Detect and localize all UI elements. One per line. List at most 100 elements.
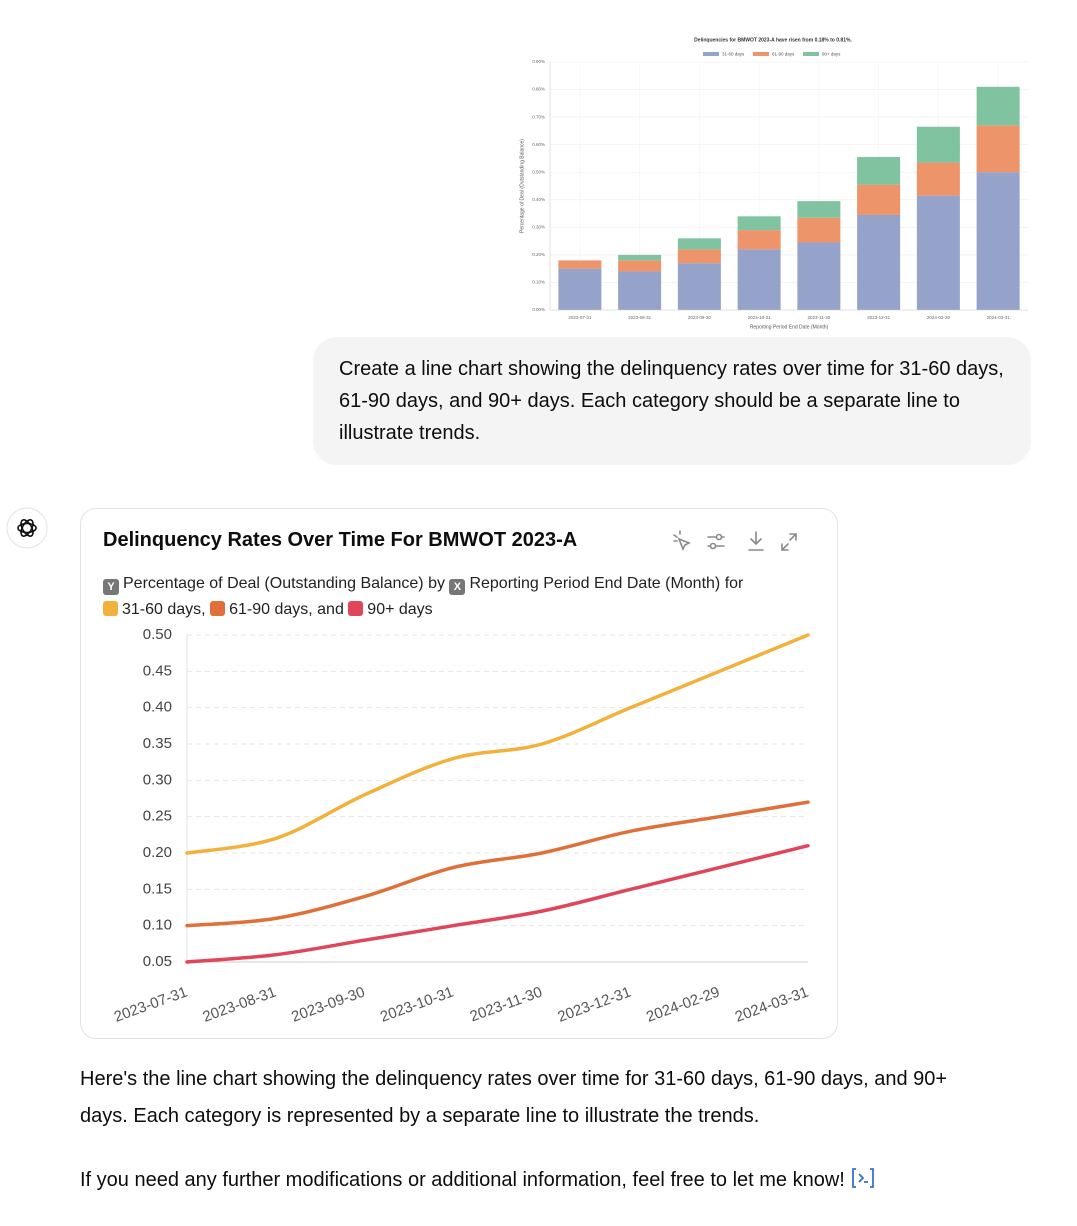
paragraph-text: If you need any further modifications or…	[80, 1169, 845, 1191]
image-y-label: Percentage of Deal (Outstanding Balance)	[519, 139, 525, 233]
x-tick-label: 2023-09-30	[688, 315, 712, 320]
assistant-message: Here's the line chart showing the delinq…	[80, 1061, 1000, 1226]
x-badge: X	[449, 579, 466, 595]
y-tick-label: 0.10	[143, 917, 172, 934]
legend-swatch	[803, 52, 819, 56]
y-tick-label: 0.40%	[532, 197, 545, 202]
attached-image[interactable]: Delinquencies for BMWOT 2023-A have rise…	[515, 30, 1030, 332]
bar-segment	[797, 217, 841, 243]
x-tick-label: 2023-07-31	[568, 315, 592, 320]
x-tick-label: 2023-12-31	[555, 984, 633, 1026]
settings-icon[interactable]	[707, 533, 725, 550]
bar-segment	[916, 126, 960, 163]
bar-segment	[618, 271, 662, 310]
user-message: Create a line chart showing the delinque…	[313, 337, 1031, 465]
x-tick-label: 2024-02-29	[927, 315, 951, 320]
y-tick-label: 0.80%	[532, 87, 545, 92]
y-tick-label: 0.90%	[532, 59, 545, 64]
legend-label: 90+ days	[822, 52, 841, 57]
legend-label: 31-60 days	[722, 52, 745, 57]
bar-segment	[677, 263, 721, 310]
bar-segment	[558, 268, 602, 310]
y-tick-label: 0.30	[143, 771, 172, 788]
x-tick-label: 2023-07-31	[112, 984, 190, 1026]
image-title: Delinquencies for BMWOT 2023-A have rise…	[694, 37, 852, 43]
bar-segment	[618, 260, 662, 272]
bar-segment	[677, 238, 721, 250]
bar-segment	[976, 86, 1020, 126]
y-tick-label: 0.40	[143, 699, 172, 716]
x-tick-label: 2024-02-29	[644, 984, 722, 1026]
bar-segment	[677, 249, 721, 264]
legend-separator: , and	[308, 601, 344, 618]
toolbar	[673, 530, 797, 551]
x-tick-label: 2024-03-31	[733, 984, 811, 1026]
bar-segment	[737, 249, 781, 310]
x-tick-label: 2024-03-31	[987, 315, 1011, 320]
select-icon[interactable]	[673, 530, 691, 551]
chart-card: 0.05 0.10 0.15 0.20 0.25 0.30 0.35 0.40 0.45 0.50…	[80, 508, 838, 1039]
x-tick-label: 2023-12-31	[867, 315, 891, 320]
line-chart: 0.05 0.10 0.15 0.20 0.25 0.30 0.35 0.40 0.45 0.50…	[112, 626, 811, 1026]
y-tick-label: 0.00%	[532, 307, 545, 312]
bar-segment	[976, 125, 1020, 173]
y-tick-label: 0.50	[143, 626, 172, 643]
bar-segment	[857, 214, 901, 310]
bar-segment	[618, 254, 662, 261]
chart-subtitle: Y Percentage of Deal (Outstanding Balance…	[103, 571, 823, 623]
x-tick-label: 2023-08-31	[201, 984, 279, 1026]
y-tick-label: 0.70%	[532, 114, 545, 119]
y-label: Percentage of Deal (Outstanding Balance)	[123, 575, 424, 592]
bar-segment	[916, 162, 960, 196]
y-tick-label: 0.10%	[532, 280, 545, 285]
y-tick-label: 0.60%	[532, 142, 545, 147]
legend-label: 61-90 days	[772, 52, 795, 57]
x-tick-label: 2023-11-30	[468, 984, 545, 1026]
paragraph: Here's the line chart showing the delinq…	[80, 1068, 948, 1127]
bar-segment	[857, 184, 901, 215]
legend-swatch	[103, 601, 118, 616]
page: Delinquencies for BMWOT 2023-A have rise…	[6, 30, 1031, 1191]
x-tick-label: 2023-10-31	[378, 984, 456, 1026]
legend-swatch	[210, 601, 226, 616]
x-tick-label: 2023-09-30	[289, 984, 367, 1026]
y-tick-label: 0.35	[143, 735, 172, 752]
y-badge: Y	[103, 579, 119, 595]
paragraph: If you need any further modifications or…	[80, 1162, 1000, 1199]
legend: 31-60 days, 61-90 days, and 90+ days	[103, 601, 433, 618]
download-icon[interactable]	[748, 531, 764, 551]
bar-segment	[737, 216, 781, 231]
expand-icon[interactable]	[781, 533, 797, 551]
x-tick-label: 2023-10-31	[748, 315, 772, 320]
code-icon[interactable]	[850, 1166, 876, 1190]
y-tick-label: 0.50%	[532, 169, 545, 174]
x-tick-label: 2023-11-30	[808, 315, 831, 320]
line-series	[185, 800, 810, 928]
y-tick-label: 0.30%	[532, 225, 545, 230]
legend-swatch	[703, 52, 719, 56]
bar-segment	[737, 230, 781, 250]
y-tick-label: 0.25	[143, 808, 172, 825]
bar-segment	[797, 242, 841, 310]
for: for	[724, 575, 744, 592]
line-series	[185, 843, 810, 964]
bar-segment	[916, 195, 960, 310]
line-series	[185, 633, 810, 855]
bar-segment	[558, 260, 602, 269]
x-label: Reporting Period End Date (Month)	[469, 575, 721, 592]
legend-separator: ,	[201, 601, 206, 618]
image-x-label: Reporting Period End Date (Month)	[750, 324, 829, 330]
legend-label: 31-60 days	[122, 601, 202, 618]
y-tick-label: 0.20	[143, 844, 172, 861]
y-tick-label: 0.20%	[532, 252, 545, 257]
assistant-avatar	[6, 507, 48, 549]
bar-segment	[797, 201, 841, 218]
bar-segment	[857, 157, 901, 185]
y-tick-label: 0.15	[143, 880, 172, 897]
legend-label: 61-90 days	[229, 601, 309, 618]
y-tick-label: 0.45	[143, 662, 172, 679]
x-tick-label: 2023-08-31	[628, 315, 652, 320]
y-tick-label: 0.05	[143, 953, 172, 970]
legend-label: 90+ days	[367, 601, 433, 618]
legend-swatch	[753, 52, 769, 56]
